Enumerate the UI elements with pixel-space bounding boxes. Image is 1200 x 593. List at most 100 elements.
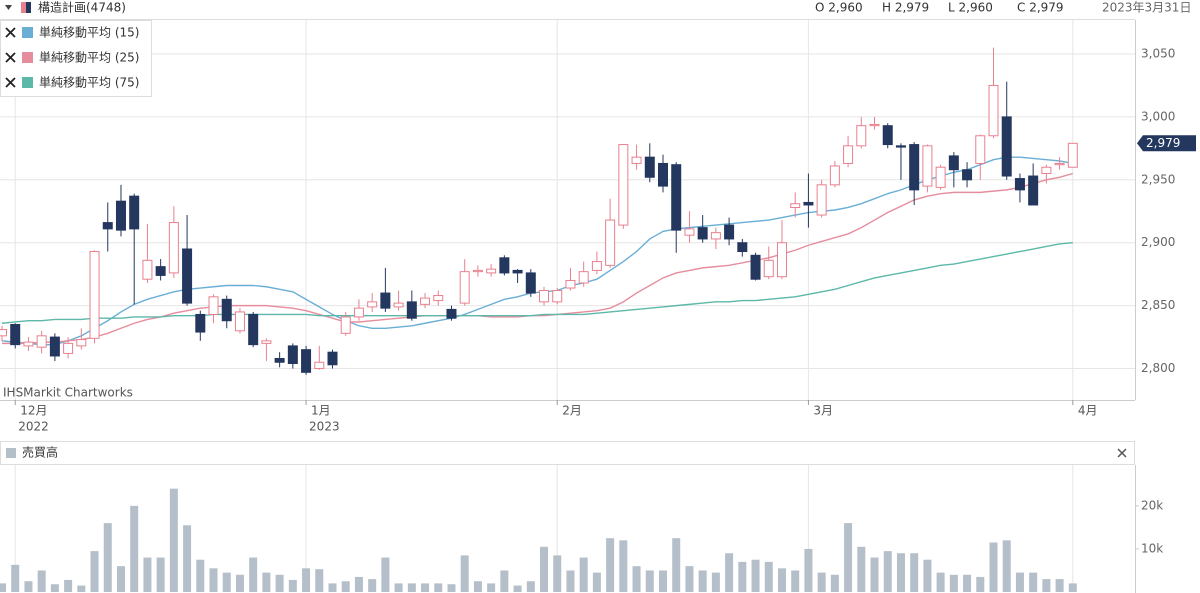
volume-bar — [540, 546, 549, 592]
volume-bar — [844, 523, 853, 592]
volume-bar — [1055, 579, 1064, 592]
dropdown-arrow[interactable] — [5, 5, 12, 10]
candle-body — [776, 242, 787, 278]
candle-body — [459, 271, 470, 304]
moving-average-line — [2, 172, 1074, 345]
x-tick-label: 1月 — [311, 404, 331, 418]
candle-body — [76, 339, 87, 347]
candle-body — [684, 228, 695, 236]
volume-bar — [407, 583, 416, 592]
legend-label: 単純移動平均 (25) — [39, 51, 139, 65]
volume-bar — [672, 538, 681, 592]
candle-body — [763, 259, 774, 278]
volume-bar — [183, 525, 192, 592]
candle-body — [1067, 142, 1078, 168]
candle-body — [406, 301, 417, 319]
watermark: IHSMarkit Chartworks — [3, 386, 133, 400]
ohlc-high: H 2,979 — [882, 1, 929, 15]
candle-body — [618, 144, 629, 226]
candle-body — [631, 156, 642, 164]
volume-bar — [354, 576, 363, 592]
candle-body — [168, 222, 179, 274]
candle-body — [380, 292, 391, 309]
volume-bar — [394, 583, 403, 592]
volume-title: 売買高 — [22, 445, 58, 460]
candle-body — [433, 295, 444, 302]
close-icon[interactable] — [1117, 448, 1127, 458]
remove-series-icon[interactable] — [5, 27, 16, 38]
y-tick-label: 2,800 — [1141, 361, 1175, 375]
volume-bar — [579, 557, 588, 592]
y-tick-label: 3,000 — [1141, 109, 1175, 123]
candle-body — [975, 135, 986, 164]
candle-body — [314, 361, 325, 370]
volume-bar — [526, 581, 535, 592]
candle-body — [208, 296, 219, 315]
volume-bar — [606, 538, 615, 592]
moving-average-line — [1, 156, 1073, 346]
candle-body — [129, 195, 140, 230]
legend-swatch — [22, 52, 33, 63]
date: 2023年3月31日 — [1102, 1, 1191, 15]
candle-body — [182, 248, 193, 304]
candle-body — [63, 342, 74, 354]
volume-bar — [566, 570, 575, 592]
y-tick-label: 20k — [1141, 498, 1163, 512]
x-tick-label: 12月 — [20, 404, 47, 418]
x-year-label: 2022 — [18, 420, 49, 434]
volume-bar — [11, 564, 20, 592]
candle-body — [287, 345, 298, 365]
candle-body — [221, 298, 232, 322]
volume-bar — [738, 561, 747, 592]
volume-bar — [50, 584, 59, 592]
candle-body — [578, 271, 589, 284]
candle-body — [605, 219, 616, 266]
candle-body — [301, 349, 312, 373]
volume-bar — [817, 572, 826, 592]
symbol-icon — [21, 2, 26, 13]
volume-bar — [923, 559, 932, 592]
candle-body — [23, 341, 34, 347]
legend-label: 単純移動平均 (15) — [39, 26, 139, 40]
candle-body — [1014, 178, 1025, 191]
legend-swatch — [22, 77, 33, 88]
volume-bar — [288, 579, 297, 592]
candle-body — [327, 351, 338, 366]
candle-body — [935, 166, 946, 188]
volume-bar — [262, 572, 271, 592]
candle-body — [512, 269, 523, 274]
candle-body — [948, 155, 959, 171]
candle-body — [155, 266, 166, 276]
volume-bar — [857, 546, 866, 592]
volume-bar — [381, 557, 390, 592]
last-price-label: 2,979 — [1146, 136, 1180, 150]
candle-body — [552, 290, 563, 303]
candle-body — [1028, 175, 1039, 206]
symbol: 構造計画(4748) — [38, 0, 126, 15]
volume-bar — [830, 574, 839, 592]
candle-body — [644, 156, 655, 178]
candle-body — [1054, 162, 1065, 166]
volume-bar — [196, 559, 205, 592]
candle-body — [724, 224, 735, 240]
volume-bar — [1068, 583, 1077, 592]
remove-series-icon[interactable] — [5, 52, 16, 63]
candle-body — [843, 145, 854, 164]
volume-bar — [698, 570, 707, 592]
remove-series-icon[interactable] — [5, 77, 16, 88]
volume-bar — [500, 570, 509, 592]
candle-body — [895, 145, 906, 148]
volume-bar — [169, 488, 178, 592]
volume-bar — [0, 583, 6, 592]
volume-bar — [64, 579, 73, 592]
candle-body — [962, 169, 973, 181]
volume-bar — [368, 579, 377, 592]
legend-label: 単純移動平均 (75) — [39, 76, 139, 90]
volume-bar — [460, 555, 469, 592]
candle-body — [486, 268, 497, 274]
volume-bar — [103, 523, 112, 592]
candle-body — [1001, 116, 1012, 177]
volume-bar — [896, 553, 905, 592]
x-tick-label: 2月 — [562, 404, 582, 418]
candle-body — [658, 162, 668, 187]
